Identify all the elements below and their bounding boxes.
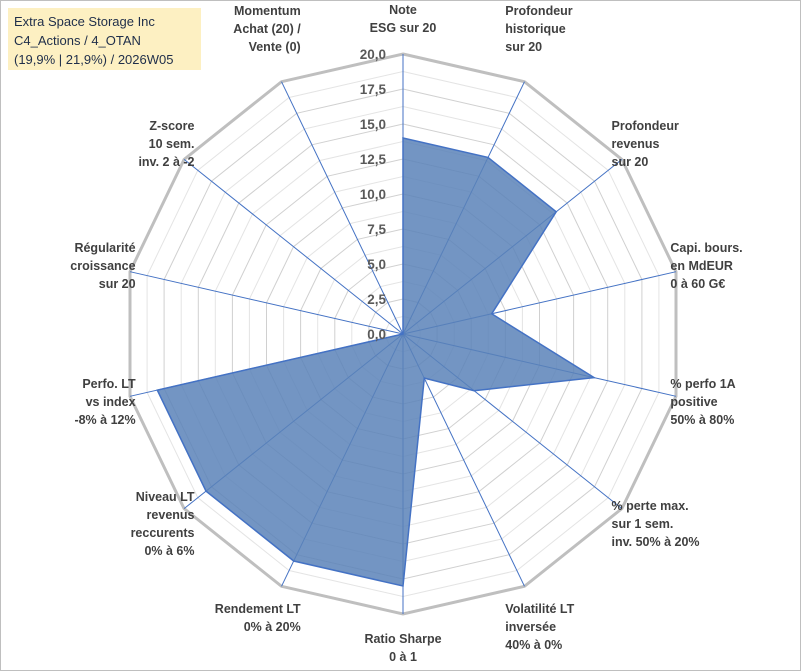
tick-label: 5,0: [367, 257, 386, 272]
tick-label: 12,5: [360, 152, 387, 167]
series-layer: [156, 137, 597, 587]
series-area: [156, 137, 597, 587]
category-label: Profondeur revenus sur 20: [612, 119, 679, 169]
category-label: Profondeur historique sur 20: [505, 4, 572, 54]
chart-subtitle-stats: (19,9% | 21,9%) / 2026W05: [14, 52, 174, 67]
tick-label: 15,0: [360, 117, 386, 132]
tick-label: 2,5: [367, 292, 386, 307]
tick-labels: 0,0 2,5 5,0 7,5 10,0 12,5 15,0 17,5 20,0: [360, 47, 387, 342]
category-label: Note ESG sur 20: [370, 3, 437, 35]
category-label: % perfo 1A positive 50% à 80%: [670, 377, 735, 427]
category-label: Volatilité LT inversée 40% à 0%: [505, 602, 574, 652]
chart-subtitle-category: C4_Actions / 4_OTAN: [14, 33, 141, 48]
axis-spoke: [281, 81, 404, 335]
axis-spoke: [183, 159, 404, 335]
title-box: Extra Space Storage Inc C4_Actions / 4_O…: [8, 8, 201, 70]
axis-spoke: [129, 271, 404, 335]
category-label: Momentum Achat (20) / Vente (0): [233, 4, 301, 54]
category-label: Rendement LT 0% à 20%: [215, 602, 301, 634]
category-label: Z-score 10 sem. inv. 2 à -2: [138, 119, 194, 169]
tick-label: 7,5: [367, 222, 386, 237]
category-labels: Note ESG sur 20 Profondeur historique sur 20…: [70, 3, 742, 664]
tick-label: 20,0: [360, 47, 386, 62]
category-label: Niveau LT revenus reccurents 0% à 6%: [131, 490, 195, 558]
category-label: Perfo. LT vs index -8% à 12%: [74, 377, 136, 427]
tick-label: 17,5: [360, 82, 387, 97]
category-label: Capi. bours. en MdEUR 0 à 60 G€: [670, 241, 742, 291]
chart-title: Extra Space Storage Inc: [14, 14, 155, 29]
category-label: Ratio Sharpe 0 à 1: [364, 632, 441, 664]
category-label: Régularité croissance sur 20: [70, 241, 135, 291]
category-label: % perte max. sur 1 sem. inv. 50% à 20%: [612, 499, 700, 549]
tick-label: 0,0: [367, 327, 386, 342]
tick-label: 10,0: [360, 187, 386, 202]
